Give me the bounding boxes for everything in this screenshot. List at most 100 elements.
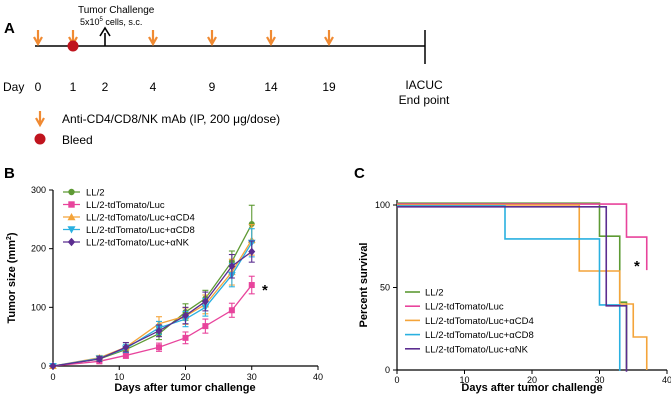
panel-c-legend-item-4: LL/2-tdTomato/Luc+αCD8 [405, 330, 534, 341]
endpoint-line2: End point [399, 93, 450, 107]
panel-b-series-2-point-2 [122, 352, 129, 359]
panel-b-series-5 [49, 240, 256, 370]
panel-b-legend-label-5: LL/2-tdTomato/Luc+αNK [86, 238, 190, 249]
day-labels: 0 1 2 4 9 14 19 [35, 80, 336, 94]
panel-b-legend: LL/2LL/2-tdTomato/Luc LL/2-tdTomato/Luc+α… [63, 188, 195, 249]
panel-b-series-5-point-6 [228, 262, 236, 271]
panel-c-legend-label-4: LL/2-tdTomato/Luc+αCD8 [425, 330, 534, 341]
panel-b-xtick-label-0: 0 [50, 372, 55, 382]
day-14-label: 14 [264, 80, 278, 94]
panel-b-legend-item-5: LL/2-tdTomato/Luc+αNK [63, 238, 190, 249]
challenge-arrow [99, 26, 111, 46]
panel-b-legend-label-2: LL/2-tdTomato/Luc [86, 200, 165, 211]
panel-b-legend-marker-5 [67, 237, 76, 247]
panel-a: A Tumor Challenge 5x105 cells, s.c. Day … [3, 5, 450, 147]
panel-b-series-3-line [52, 239, 253, 367]
day-0-label: 0 [35, 80, 42, 94]
panel-c-label: C [354, 165, 365, 182]
day-1-label: 1 [70, 80, 77, 94]
panel-b-legend-item-2: LL/2-tdTomato/Luc [63, 200, 165, 211]
panel-b: B 0 10 20 30 40 0 100 200 300 Tumor size (mm2) D… [4, 165, 323, 394]
panel-b-series-2-point-6 [228, 307, 235, 314]
panel-b-xtick-label-30: 30 [247, 372, 257, 382]
panel-c-series-2-curve [397, 203, 648, 271]
panel-c-legend-item-2: LL/2-tdTomato/Luc [405, 302, 504, 313]
challenge-title: Tumor Challenge [78, 5, 155, 16]
panel-c-series-4-curve [397, 205, 621, 371]
panel-b-significance: * [262, 282, 268, 299]
panel-b-legend-item-3: LL/2-tdTomato/Luc+αCD4 [63, 213, 195, 224]
panel-b-legend-label-3: LL/2-tdTomato/Luc+αCD4 [86, 213, 195, 224]
panel-b-ytick-label-0: 0 [41, 361, 46, 371]
day-2-label: 2 [102, 80, 109, 94]
panel-b-legend-marker-4 [67, 226, 76, 234]
panel-b-xtick-label-20: 20 [180, 372, 190, 382]
panel-b-legend-marker-1 [68, 188, 75, 196]
panel-c-xtick-label-0: 0 [394, 375, 399, 385]
day-19-label: 19 [322, 80, 336, 94]
day-9-label: 9 [209, 80, 216, 94]
mab-arrow-day-19 [324, 30, 334, 47]
panel-c-legend-label-2: LL/2-tdTomato/Luc [425, 302, 504, 313]
panel-b-series-5-point-4 [182, 311, 189, 320]
panel-c-legend-item-3: LL/2-tdTomato/Luc+αCD4 [405, 316, 534, 327]
mab-arrow-day-0 [33, 30, 43, 47]
panel-b-series-2-point-3 [156, 344, 162, 351]
legend-mab-arrow-icon [35, 111, 45, 128]
bleed-marker [67, 40, 79, 52]
panel-b-label: B [4, 165, 15, 182]
panel-c-series-1-curve [397, 202, 628, 369]
day-4-label: 4 [150, 80, 157, 94]
panel-b-xtick-label-40: 40 [313, 372, 323, 382]
panel-c-xtick-label-20: 20 [527, 375, 537, 385]
panel-b-series-5-point-0 [49, 362, 57, 370]
legend-bleed-text: Bleed [62, 133, 93, 147]
day-label: Day [3, 80, 24, 94]
mab-arrow-day-4 [148, 30, 158, 47]
panel-b-series-5-point-2 [122, 343, 130, 352]
panel-c-legend-label-3: LL/2-tdTomato/Luc+αCD4 [425, 316, 534, 327]
panel-b-legend-marker-2 [68, 201, 75, 208]
panel-c-series-3-curve [397, 204, 648, 370]
panel-c-ylabel: Percent survival [358, 243, 370, 328]
panel-b-series-5-point-7 [248, 247, 256, 256]
panel-b-series [49, 204, 256, 370]
panel-b-series-5-point-3 [155, 326, 163, 335]
panel-c-series [397, 202, 648, 372]
panel-b-ytick-label-300: 300 [31, 185, 46, 195]
panel-c-xtick-label-40: 40 [662, 375, 671, 385]
panel-b-ytick-label-200: 200 [31, 244, 46, 254]
panel-c-ticks: 0 10 20 30 40 0 50 100 [375, 200, 671, 385]
panel-b-series-2-line [52, 284, 253, 367]
panel-c-legend-label-5: LL/2-tdTomato/Luc+αNK [425, 344, 529, 355]
panel-c-ytick-label-100: 100 [375, 200, 390, 210]
panel-b-xlabel: Days after tumor challenge [114, 382, 255, 394]
panel-c-ytick-label-0: 0 [385, 365, 390, 375]
panel-b-series-5-point-1 [95, 354, 103, 363]
panel-b-legend-marker-3 [67, 213, 76, 221]
panel-b-legend-item-4: LL/2-tdTomato/Luc+αCD8 [63, 225, 195, 236]
panel-b-legend-label-4: LL/2-tdTomato/Luc+αCD8 [86, 225, 195, 236]
panel-b-series-2-point-7 [248, 282, 255, 289]
panel-b-series-2-point-5 [202, 323, 209, 330]
panel-b-legend-label-1: LL/2 [86, 188, 105, 199]
mab-arrow-day-9 [207, 30, 217, 47]
panel-c-series-5-curve [397, 206, 628, 372]
mab-arrow-day-14 [266, 30, 276, 47]
panel-b-series-2 [50, 275, 255, 369]
panel-c-legend-item-5: LL/2-tdTomato/Luc+αNK [405, 344, 529, 355]
panel-c-legend-label-1: LL/2 [425, 288, 444, 299]
legend-bleed-icon [34, 133, 46, 145]
panel-b-series-5-point-5 [201, 297, 209, 306]
endpoint-line1: IACUC [405, 78, 443, 92]
panel-c-legend: LL/2 LL/2-tdTomato/Luc LL/2-tdTomato/Luc+α… [405, 288, 534, 355]
panel-b-ylabel: Tumor size (mm2) [6, 232, 18, 323]
panel-c-xlabel: Days after tumor challenge [461, 382, 602, 394]
panel-b-ytick-label-100: 100 [31, 302, 46, 312]
panel-c-xtick-label-10: 10 [459, 375, 469, 385]
panel-c-legend-item-1: LL/2 [405, 288, 444, 299]
panel-b-xtick-label-10: 10 [114, 372, 124, 382]
panel-b-series-2-point-4 [182, 334, 189, 341]
mab-arrows [33, 30, 334, 47]
panel-c-xtick-label-30: 30 [594, 375, 604, 385]
